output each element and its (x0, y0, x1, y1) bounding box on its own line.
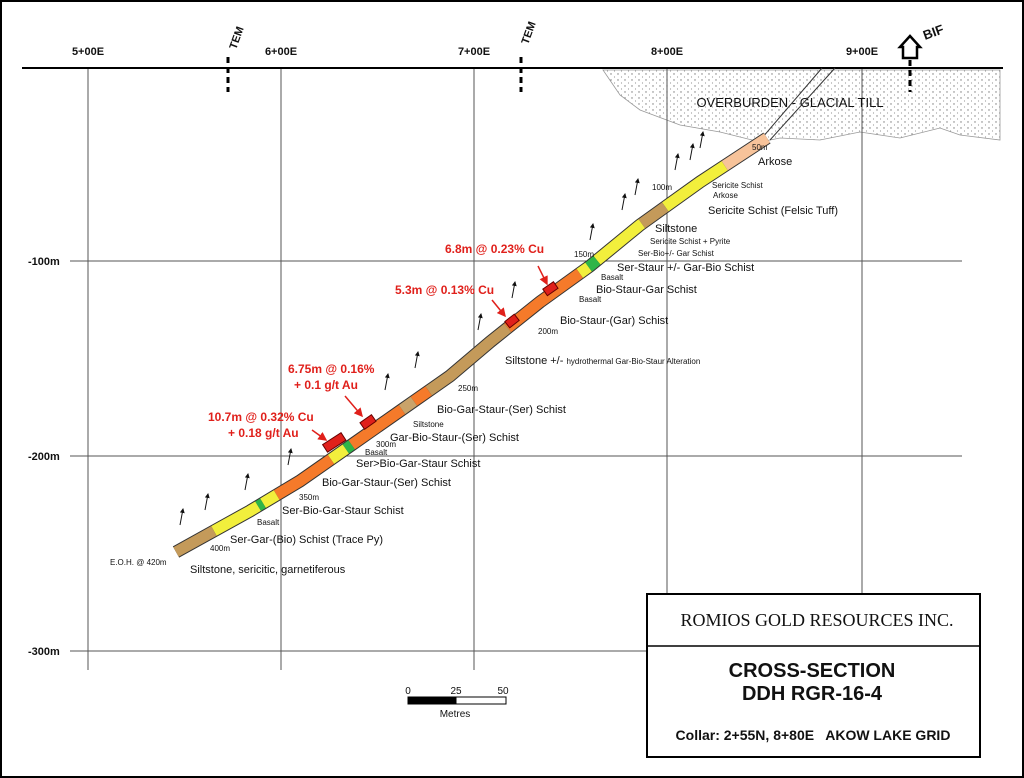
overburden-area (602, 69, 1001, 143)
lithology-label: Basalt (365, 448, 388, 457)
section-title: CROSS-SECTION (729, 660, 896, 682)
intercept-box (504, 313, 520, 329)
intercept-arrow (491, 299, 506, 318)
lithology-label: Ser-Staur +/- Gar-Bio Schist (617, 262, 754, 274)
scale-label: 0 (405, 686, 411, 697)
foliation-arrow (384, 373, 390, 391)
company-name: ROMIOS GOLD RESOURCES INC. (680, 610, 953, 630)
depth-mark: 100m (652, 183, 672, 192)
easting-label: 8+00E (651, 46, 683, 58)
lithology-label: Sericite Schist (712, 181, 763, 190)
easting-label: 6+00E (265, 46, 297, 58)
lithology-label: Basalt (601, 273, 624, 282)
depth-mark: 250m (458, 384, 478, 393)
foliation-arrow (621, 193, 627, 211)
intercept-box (321, 431, 347, 453)
lithology-label: Basalt (257, 518, 280, 527)
depth-mark: 50m (752, 143, 768, 152)
lithology-label: Bio-Staur-Gar Schist (596, 284, 697, 296)
lithology-label: Basalt (579, 295, 602, 304)
lithology-label: Bio-Gar-Staur-(Ser) Schist (437, 404, 566, 416)
foliation-arrow (414, 351, 420, 369)
intercept-label: + 0.1 g/t Au (294, 378, 358, 392)
lithology-interval (173, 133, 771, 557)
intercept-label: 6.75m @ 0.16% (288, 362, 375, 376)
bif-label: BIF (921, 22, 946, 43)
depth-mark: 200m (538, 327, 558, 336)
grid (70, 68, 962, 670)
intercept-arrow (537, 265, 548, 286)
scale-bar (455, 696, 507, 705)
lithology-interval (173, 133, 771, 557)
depth-label: -200m (28, 451, 60, 463)
lithology-label: Bio-Gar-Staur-(Ser) Schist (322, 477, 451, 489)
scale-unit: Metres (440, 709, 471, 720)
easting-label: 7+00E (458, 46, 490, 58)
drill-hole (173, 133, 771, 557)
lithology-interval (173, 133, 771, 557)
lithology-label: Arkose (758, 156, 792, 168)
foliation-arrow (689, 143, 695, 161)
lithology-label: Gar-Bio-Staur-(Ser) Schist (390, 432, 519, 444)
scale-label: 50 (497, 686, 509, 697)
intercept-box (359, 414, 377, 430)
lithology-label: Arkose (713, 191, 738, 200)
scale-bar (407, 696, 457, 705)
foliation-arrow (699, 131, 705, 149)
intercept-label: + 0.18 g/t Au (228, 426, 299, 440)
foliation-arrow (179, 508, 185, 526)
eoh-label: E.O.H. @ 420m (110, 558, 167, 567)
foliation-arrow (589, 223, 595, 241)
lithology-label: Siltstone (413, 420, 444, 429)
depth-mark: 300m (376, 440, 396, 449)
depth-mark: 350m (299, 493, 319, 502)
foliation-arrow (674, 153, 680, 171)
intercept-arrow (344, 395, 363, 418)
overburden-label: OVERBURDEN - GLACIAL TILL (696, 95, 883, 110)
lithology-label: Siltstone (655, 223, 697, 235)
depth-label: -300m (28, 646, 60, 658)
easting-label: 5+00E (72, 46, 104, 58)
lithology-label: Ser-Bio-Gar-Staur Schist (282, 505, 404, 517)
lithology-label: Siltstone +/- (505, 355, 564, 367)
title-block (646, 593, 981, 758)
scale-label: 25 (450, 686, 462, 697)
foliation-arrow (287, 448, 293, 466)
lithology-label: Ser-Bio+/- Gar Schist (638, 249, 715, 258)
collar-line (769, 67, 836, 141)
foliation-arrow (204, 493, 210, 511)
depth-mark: 150m (574, 250, 594, 259)
foliation-symbols (179, 131, 705, 526)
lithology-label: Bio-Staur-(Gar) Schist (560, 315, 668, 327)
collar-line (761, 67, 823, 139)
section-title: DDH RGR-16-4 (742, 683, 883, 705)
foliation-arrow (634, 178, 640, 196)
lithology-label: Sericite Schist (Felsic Tuff) (708, 205, 838, 217)
lithology-label: Sericite Schist + Pyrite (650, 237, 731, 246)
intercept-arrow (311, 429, 328, 441)
intercept-label: 6.8m @ 0.23% Cu (445, 242, 544, 256)
lithology-note: hydrothermal Gar-Bio-Staur Alteration (566, 357, 700, 366)
intercept-label: 5.3m @ 0.13% Cu (395, 283, 494, 297)
lithology-label: Ser-Gar-(Bio) Schist (Trace Py) (230, 534, 383, 546)
depth-label: -100m (28, 256, 60, 268)
depth-mark: 400m (210, 544, 230, 553)
intercept-box (542, 281, 559, 297)
collar-info: Collar: 2+55N, 8+80E AKOW LAKE GRID (676, 727, 951, 743)
foliation-arrow (511, 281, 517, 299)
foliation-arrow (244, 473, 250, 491)
lithology-label: Ser>Bio-Gar-Staur Schist (356, 458, 480, 470)
bif-arrow (897, 34, 923, 60)
easting-label: 9+00E (846, 46, 878, 58)
lithology-label: Siltstone, sericitic, garnetiferous (190, 564, 346, 576)
intercept-label: 10.7m @ 0.32% Cu (208, 410, 314, 424)
lithology-label: Siltstone +/- hydrothermal Gar-Bio-Staur… (505, 355, 700, 367)
foliation-arrow (477, 313, 483, 331)
